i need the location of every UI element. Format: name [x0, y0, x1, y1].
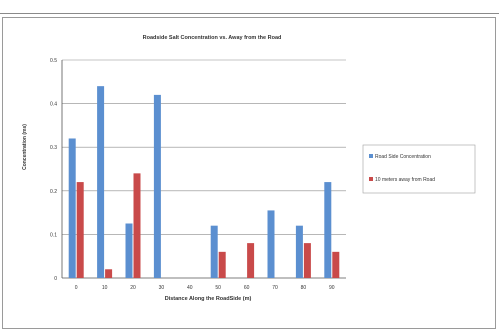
x-tick-label: 60	[244, 285, 250, 291]
x-tick-label: 80	[301, 285, 307, 291]
legend-swatch	[369, 154, 373, 158]
bar	[247, 243, 255, 278]
y-tick-label: 0	[54, 276, 57, 282]
legend-label: 10 meters away from Road	[375, 177, 435, 183]
bar	[218, 251, 226, 278]
y-axis-label: Concentration (ms)	[22, 124, 28, 170]
bar	[68, 138, 76, 278]
bar	[125, 223, 133, 278]
bars	[68, 86, 340, 278]
x-tick-label: 90	[329, 285, 335, 291]
top-bar	[0, 0, 499, 14]
y-tick-label: 0.3	[50, 145, 57, 151]
y-tick-label: 0.5	[50, 58, 57, 64]
x-tick-label: 10	[102, 285, 108, 291]
y-tick-label: 0.4	[50, 102, 57, 108]
x-tick-labels: 0 10 20 30 40 50 60 70 80 90	[75, 285, 335, 291]
bar	[295, 225, 303, 278]
bar	[105, 269, 113, 278]
legend	[362, 144, 476, 194]
bar	[303, 243, 311, 278]
x-axis-label: Distance Along the RoadSide (m)	[165, 296, 252, 302]
x-tick-label: 30	[159, 285, 165, 291]
x-tick-label: 20	[130, 285, 136, 291]
bar	[133, 173, 141, 278]
bar	[324, 182, 332, 278]
grid-lines	[61, 59, 346, 279]
x-tick-label: 0	[75, 285, 78, 291]
y-tick-label: 0.2	[50, 189, 57, 195]
chart-title: Roadside Salt Concentration vs. Away fro…	[143, 35, 282, 41]
bar	[332, 251, 340, 278]
y-tick-labels: 0 0.1 0.2 0.3 0.4 0.5	[50, 58, 57, 282]
x-tick-label: 40	[187, 285, 193, 291]
bar	[76, 182, 84, 278]
legend-swatch	[369, 177, 373, 181]
x-tick-label: 70	[272, 285, 278, 291]
bar	[210, 225, 218, 278]
bar	[267, 210, 275, 278]
bar	[153, 94, 161, 278]
x-tick-label: 50	[215, 285, 221, 291]
legend-label: Road Side Concentration	[375, 154, 431, 160]
y-tick-label: 0.1	[50, 232, 57, 238]
legend-items: Road Side Concentration 10 meters away fr…	[369, 154, 435, 183]
bar	[97, 86, 105, 278]
